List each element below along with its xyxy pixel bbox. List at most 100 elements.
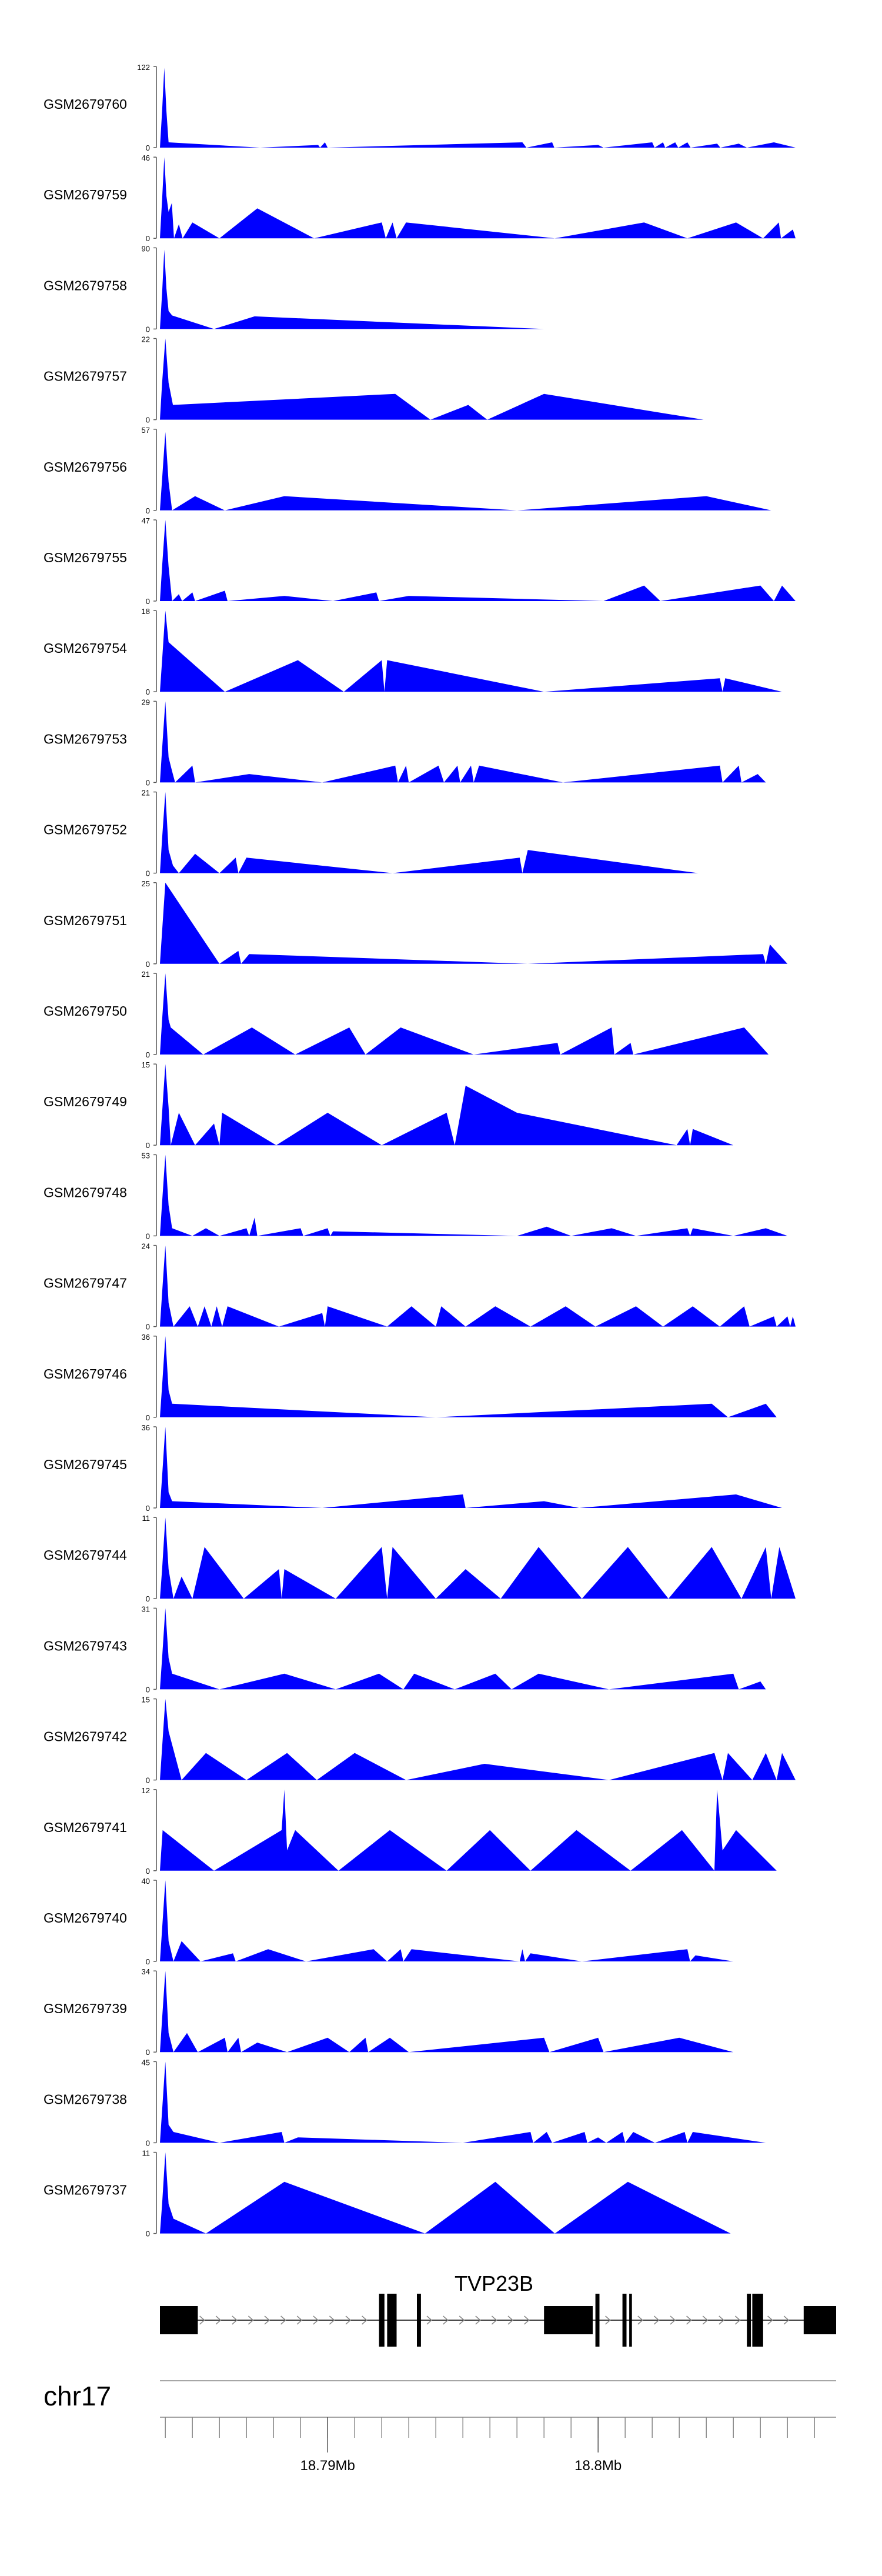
track-y-max-label: 21 bbox=[142, 970, 150, 979]
genome-axis-track: chr17 18.79Mb 18.8Mb bbox=[44, 2380, 836, 2474]
track-y-max-label: 47 bbox=[142, 516, 150, 525]
gene-structure bbox=[160, 2294, 836, 2347]
track-GSM2679745: GSM2679745 36 0 bbox=[44, 1423, 782, 1513]
track-y-zero-label: 0 bbox=[146, 1776, 150, 1785]
coverage-area bbox=[160, 1971, 734, 2053]
track-label: GSM2679754 bbox=[44, 640, 127, 656]
coverage-area bbox=[160, 1608, 766, 1690]
track-y-max-label: 24 bbox=[142, 1242, 150, 1251]
coverage-area bbox=[160, 1336, 777, 1417]
track-y-max-label: 29 bbox=[142, 698, 150, 706]
track-y-max-label: 11 bbox=[142, 1514, 151, 1523]
track-y-zero-label: 0 bbox=[146, 2048, 150, 2057]
coverage-area bbox=[160, 701, 766, 783]
strand-arrow bbox=[491, 2315, 497, 2325]
track-GSM2679737: GSM2679737 11 0 bbox=[44, 2149, 731, 2238]
track-y-zero-label: 0 bbox=[146, 506, 150, 515]
track-label: GSM2679739 bbox=[44, 2001, 127, 2016]
exon bbox=[544, 2306, 593, 2334]
track-GSM2679741: GSM2679741 12 0 bbox=[44, 1786, 777, 1876]
track-label: GSM2679749 bbox=[44, 1094, 127, 1109]
axis-tick-label: 18.79Mb bbox=[300, 2458, 355, 2474]
exon bbox=[595, 2294, 600, 2347]
strand-arrow bbox=[653, 2315, 660, 2325]
track-GSM2679757: GSM2679757 22 0 bbox=[44, 335, 704, 425]
track-y-zero-label: 0 bbox=[146, 1957, 150, 1966]
track-label: GSM2679759 bbox=[44, 187, 127, 202]
coverage-area bbox=[160, 792, 699, 873]
track-label: GSM2679752 bbox=[44, 822, 127, 837]
strand-arrow bbox=[767, 2315, 773, 2325]
coverage-area bbox=[160, 68, 796, 148]
track-GSM2679749: GSM2679749 15 0 bbox=[44, 1060, 734, 1150]
track-label: GSM2679745 bbox=[44, 1457, 127, 1472]
strand-arrow bbox=[313, 2315, 319, 2325]
track-GSM2679739: GSM2679739 34 0 bbox=[44, 1967, 734, 2057]
axis-tick-label: 18.8Mb bbox=[574, 2458, 622, 2474]
coverage-area bbox=[160, 432, 771, 510]
coverage-area bbox=[160, 1699, 796, 1780]
track-GSM2679753: GSM2679753 29 0 bbox=[44, 698, 766, 787]
track-GSM2679751: GSM2679751 25 0 bbox=[44, 879, 788, 969]
track-y-max-label: 57 bbox=[142, 426, 150, 435]
track-y-max-label: 15 bbox=[142, 1696, 150, 1704]
track-label: GSM2679738 bbox=[44, 2091, 127, 2107]
exon bbox=[387, 2294, 397, 2347]
strand-arrow bbox=[345, 2315, 352, 2325]
exon bbox=[379, 2294, 385, 2347]
track-y-max-label: 90 bbox=[142, 244, 150, 253]
track-label: GSM2679751 bbox=[44, 913, 127, 928]
coverage-area bbox=[160, 338, 704, 420]
track-label: GSM2679750 bbox=[44, 1003, 127, 1019]
track-GSM2679743: GSM2679743 31 0 bbox=[44, 1604, 766, 1694]
coverage-area bbox=[160, 1789, 777, 1871]
track-label: GSM2679741 bbox=[44, 1820, 127, 1835]
track-y-max-label: 53 bbox=[142, 1151, 150, 1160]
track-GSM2679759: GSM2679759 46 0 bbox=[44, 154, 796, 243]
track-GSM2679748: GSM2679748 53 0 bbox=[44, 1151, 788, 1240]
track-y-zero-label: 0 bbox=[146, 144, 150, 152]
strand-arrow bbox=[199, 2315, 205, 2325]
track-GSM2679758: GSM2679758 90 0 bbox=[44, 244, 544, 333]
track-y-max-label: 36 bbox=[142, 1333, 150, 1342]
exon bbox=[160, 2306, 198, 2334]
track-y-max-label: 31 bbox=[142, 1604, 150, 1613]
track-y-zero-label: 0 bbox=[146, 2138, 150, 2147]
track-y-max-label: 15 bbox=[142, 1060, 150, 1069]
track-GSM2679755: GSM2679755 47 0 bbox=[44, 516, 796, 606]
strand-arrow bbox=[637, 2315, 643, 2325]
coverage-area bbox=[160, 249, 544, 329]
track-GSM2679750: GSM2679750 21 0 bbox=[44, 970, 769, 1059]
strand-arrow bbox=[296, 2315, 303, 2325]
coverage-area bbox=[160, 520, 796, 601]
track-y-zero-label: 0 bbox=[146, 960, 150, 969]
track-y-max-label: 25 bbox=[142, 879, 150, 888]
gene-model-track: TVP23B bbox=[160, 2271, 836, 2347]
strand-arrow bbox=[475, 2315, 481, 2325]
track-y-zero-label: 0 bbox=[146, 1685, 150, 1694]
coverage-area bbox=[160, 1880, 734, 1961]
strand-arrow bbox=[426, 2315, 433, 2325]
coverage-area bbox=[160, 882, 788, 964]
track-GSM2679752: GSM2679752 21 0 bbox=[44, 789, 699, 878]
track-y-max-label: 45 bbox=[142, 2058, 150, 2067]
track-GSM2679742: GSM2679742 15 0 bbox=[44, 1696, 796, 1785]
track-label: GSM2679757 bbox=[44, 369, 127, 384]
track-y-max-label: 22 bbox=[142, 335, 150, 344]
strand-arrow bbox=[734, 2315, 741, 2325]
track-y-zero-label: 0 bbox=[146, 1867, 150, 1876]
strand-arrow bbox=[443, 2315, 449, 2325]
strand-arrow bbox=[232, 2315, 238, 2325]
track-y-zero-label: 0 bbox=[146, 1504, 150, 1513]
strand-arrow bbox=[605, 2315, 611, 2325]
strand-arrow bbox=[280, 2315, 286, 2325]
track-y-zero-label: 0 bbox=[146, 1232, 150, 1240]
coverage-area bbox=[160, 610, 782, 692]
track-y-max-label: 40 bbox=[142, 1877, 150, 1886]
coverage-area bbox=[160, 1154, 788, 1236]
track-GSM2679740: GSM2679740 40 0 bbox=[44, 1877, 734, 1966]
strand-arrow bbox=[329, 2315, 335, 2325]
coverage-area bbox=[160, 1245, 796, 1327]
track-y-zero-label: 0 bbox=[146, 597, 150, 606]
